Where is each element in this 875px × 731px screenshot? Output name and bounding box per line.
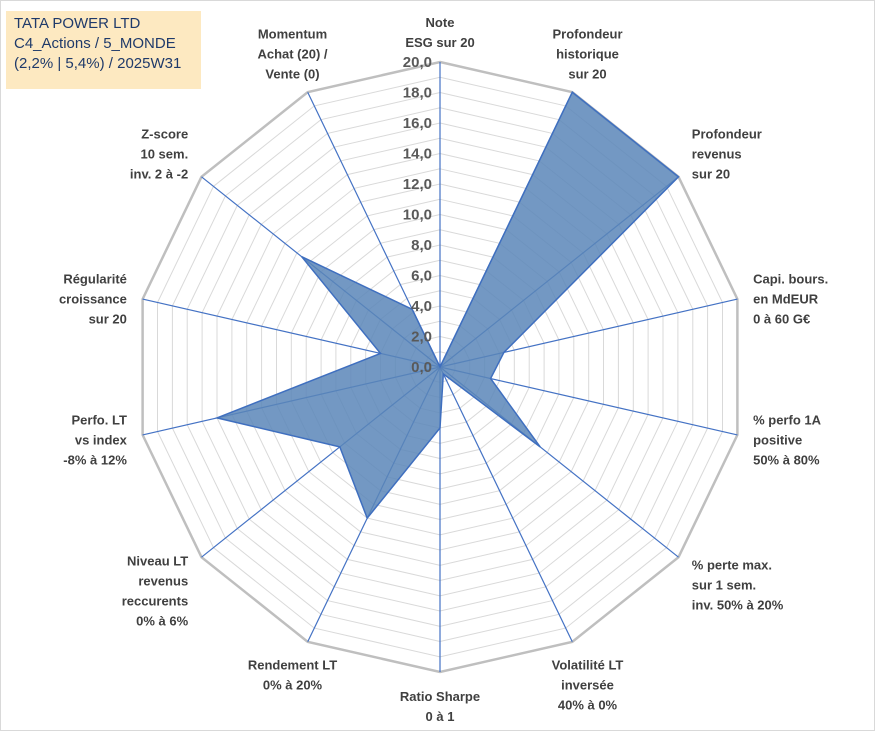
tick-label: 2,0 — [411, 329, 432, 346]
axis-label: Ratio Sharpe — [400, 689, 480, 704]
axis-label: inversée — [561, 678, 614, 693]
axis-label-group: Volatilité LT inversée 40% à 0% — [552, 658, 624, 713]
axis-label: sur 20 — [692, 166, 730, 181]
tick-label: 20,0 — [403, 54, 432, 71]
axis-label: ESG sur 20 — [405, 35, 474, 50]
axis-label: % perfo 1A — [753, 413, 822, 428]
axis-label: Rendement LT — [248, 658, 337, 673]
axis-label: vs index — [75, 433, 128, 448]
axis-label-group: Note ESG sur 20 — [405, 15, 474, 50]
axis-label-group: Capi. bours. en MdEUR 0 à 60 G€ — [753, 272, 828, 327]
axis-label-group: Momentum Achat (20) / Vente (0) — [257, 26, 327, 81]
axis-label-group: Z-score 10 sem. inv. 2 à -2 — [130, 126, 188, 181]
axis-label-group: Profondeur revenus sur 20 — [692, 126, 762, 181]
radar-spoke — [439, 366, 573, 643]
axis-label: revenus — [138, 574, 188, 589]
radar-axis-labels: Note ESG sur 20 Profondeur historique sur 20… — [59, 15, 828, 724]
category-path: C4_Actions / 5_MONDE — [14, 35, 176, 52]
axis-label: Achat (20) / — [257, 46, 327, 61]
axis-label-group: Ratio Sharpe 0 à 1 — [400, 689, 480, 724]
axis-label: revenus — [692, 146, 742, 161]
axis-label: 0% à 6% — [136, 614, 188, 629]
company-name: TATA POWER LTD — [14, 15, 141, 32]
chart-title-box: TATA POWER LTD C4_Actions / 5_MONDE (2,2… — [6, 11, 201, 89]
axis-label: 50% à 80% — [753, 453, 820, 468]
axis-label: Momentum — [258, 26, 327, 41]
axis-label: Régularité — [63, 272, 127, 287]
axis-label: -8% à 12% — [63, 453, 127, 468]
radar-series — [214, 91, 680, 520]
tick-label: 8,0 — [411, 237, 432, 254]
tick-label: 14,0 — [403, 146, 432, 163]
tick-label: 18,0 — [403, 85, 432, 102]
axis-label: Perfo. LT — [72, 413, 127, 428]
radar-tick-labels: 0,0 2,0 4,0 6,0 8,0 10,0 12,0 14,0 16,0 18,0 20,0 — [403, 54, 432, 376]
axis-label: 10 sem. — [140, 146, 188, 161]
tick-label: 10,0 — [403, 207, 432, 224]
axis-label: Volatilité LT — [552, 658, 624, 673]
axis-label: historique — [556, 46, 619, 61]
axis-label-group: % perfo 1A positive 50% à 80% — [753, 413, 822, 468]
axis-label-group: Rendement LT 0% à 20% — [248, 658, 337, 693]
axis-label: 0% à 20% — [263, 678, 323, 693]
axis-label: en MdEUR — [753, 292, 819, 307]
axis-label: 0 à 60 G€ — [753, 312, 810, 327]
axis-label: croissance — [59, 292, 127, 307]
axis-label-group: Régularité croissance sur 20 — [59, 272, 127, 327]
axis-label: sur 20 — [89, 312, 127, 327]
axis-label-group: Perfo. LT vs index -8% à 12% — [63, 413, 127, 468]
tick-label: 4,0 — [411, 298, 432, 315]
axis-label: 40% à 0% — [558, 698, 618, 713]
axis-label-group: % perte max. sur 1 sem. inv. 50% à 20% — [692, 558, 784, 613]
axis-label: positive — [753, 433, 802, 448]
tick-label: 6,0 — [411, 268, 432, 285]
axis-label: Vente (0) — [265, 66, 319, 81]
tick-label: 0,0 — [411, 359, 432, 376]
axis-label: Capi. bours. — [753, 272, 828, 287]
axis-label: Niveau LT — [127, 554, 188, 569]
axis-label: Z-score — [141, 126, 188, 141]
series-area — [214, 91, 680, 520]
axis-label: sur 20 — [568, 66, 606, 81]
axis-label: % perte max. — [692, 558, 772, 573]
axis-label-group: Niveau LT revenus reccurents 0% à 6% — [122, 554, 189, 629]
period-info: (2,2% | 5,4%) / 2025W31 — [14, 55, 182, 72]
axis-label: inv. 50% à 20% — [692, 598, 784, 613]
axis-label: Profondeur — [692, 126, 762, 141]
axis-label-group: Profondeur historique sur 20 — [552, 26, 622, 81]
tick-label: 16,0 — [403, 115, 432, 132]
axis-label: 0 à 1 — [426, 709, 455, 724]
axis-label: Note — [426, 15, 455, 30]
axis-label: Profondeur — [552, 26, 622, 41]
axis-label: sur 1 sem. — [692, 578, 756, 593]
axis-label: reccurents — [122, 594, 188, 609]
axis-label: inv. 2 à -2 — [130, 166, 188, 181]
tick-label: 12,0 — [403, 176, 432, 193]
